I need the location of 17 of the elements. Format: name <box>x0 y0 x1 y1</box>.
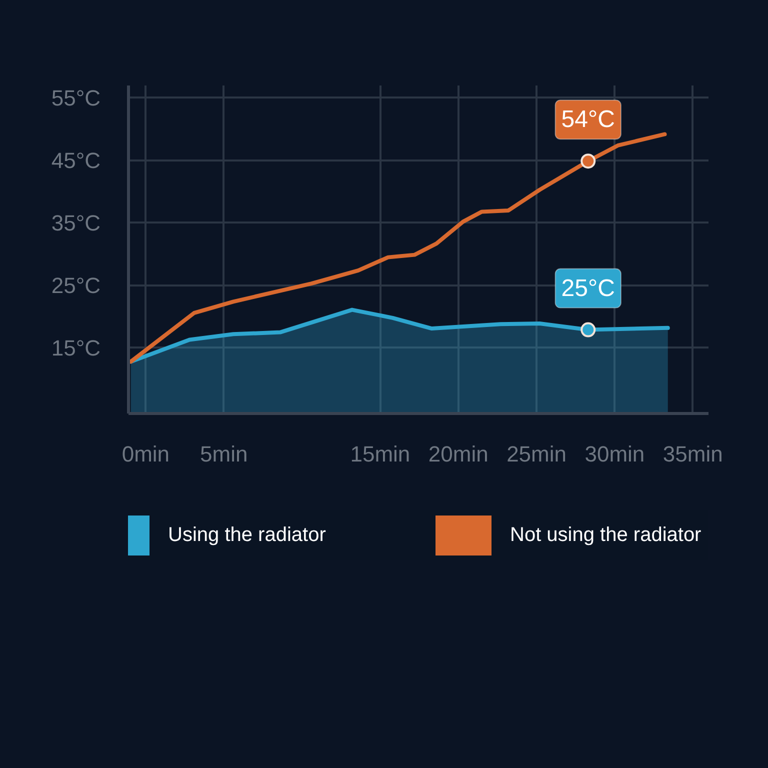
legend-label: Not using the radiator <box>510 524 702 546</box>
x-tick-label: 35min <box>662 442 723 466</box>
y-tick-label: 25°C <box>51 272 101 298</box>
y-tick-label: 35°C <box>51 210 101 236</box>
x-tick-label: 25min <box>506 442 566 466</box>
annotation: 25°C <box>561 274 615 302</box>
y-tick-label: 45°C <box>51 148 101 173</box>
legend-label: Using the radiator <box>168 524 327 546</box>
x-tick-label: 15min <box>350 442 410 466</box>
x-tick-label: 0min <box>122 442 170 466</box>
y-tick-label: 55°C <box>51 85 101 110</box>
annotation: 54°C <box>561 106 615 134</box>
y-tick-label: 15°C <box>51 335 101 360</box>
x-tick-label: 5min <box>200 442 248 466</box>
x-tick-label: 30min <box>584 442 645 466</box>
line-series <box>128 132 667 364</box>
x-tick-label: 20min <box>428 442 488 466</box>
